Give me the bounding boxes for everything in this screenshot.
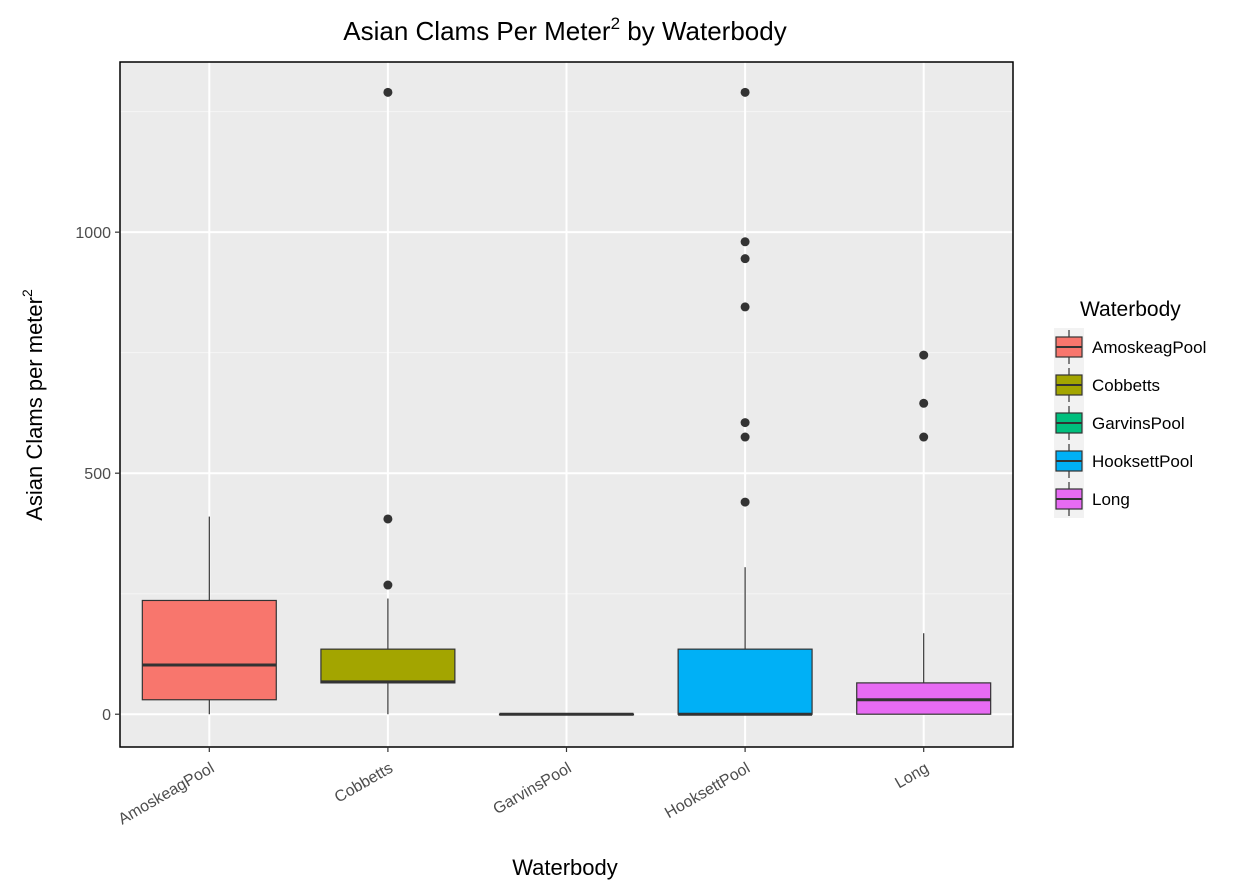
box-cobbetts bbox=[320, 87, 456, 715]
x-tick-label: AmoskeagPool bbox=[116, 760, 218, 829]
outlier-point bbox=[383, 580, 393, 590]
outlier-point bbox=[919, 350, 929, 360]
chart-title: Asian Clams Per Meter2 by Waterbody bbox=[343, 14, 786, 46]
box-body bbox=[320, 648, 456, 684]
y-tick-label: 500 bbox=[84, 466, 111, 483]
chart-title-suffix: by Waterbody bbox=[620, 16, 787, 46]
legend-item-garvinspool: GarvinsPool bbox=[1054, 404, 1185, 442]
box-body bbox=[141, 599, 277, 701]
legend-label: HooksettPool bbox=[1092, 452, 1193, 471]
x-tick-label: GarvinsPool bbox=[491, 760, 575, 818]
y-tick-label: 1000 bbox=[75, 225, 111, 242]
box-long bbox=[856, 350, 992, 715]
outlier-point bbox=[383, 514, 393, 524]
legend-item-hooksettpool: HooksettPool bbox=[1054, 442, 1193, 480]
x-tick-label: Cobbetts bbox=[332, 760, 396, 807]
box-hooksettpool bbox=[677, 87, 813, 716]
outlier-point bbox=[740, 254, 750, 264]
outlier-point bbox=[740, 432, 750, 442]
y-axis-title-superscript: 2 bbox=[19, 289, 35, 297]
legend-item-amoskeagpool: AmoskeagPool bbox=[1054, 328, 1206, 366]
y-axis-title: Asian Clams per meter2 bbox=[19, 289, 47, 521]
outlier-point bbox=[740, 497, 750, 507]
box-amoskeagpool bbox=[141, 516, 277, 715]
legend-label: GarvinsPool bbox=[1092, 414, 1185, 433]
outlier-point bbox=[383, 87, 393, 97]
chart-title-superscript: 2 bbox=[611, 14, 620, 33]
box-layer bbox=[141, 87, 992, 716]
box-garvinspool bbox=[498, 712, 635, 716]
legend-label: Long bbox=[1092, 490, 1130, 509]
outlier-point bbox=[919, 398, 929, 408]
outlier-point bbox=[740, 237, 750, 247]
legend-item-cobbetts: Cobbetts bbox=[1054, 366, 1160, 404]
legend-title: Waterbody bbox=[1080, 298, 1181, 321]
x-tick-label: HooksettPool bbox=[662, 760, 753, 822]
x-axis-title: Waterbody bbox=[512, 855, 618, 880]
outlier-point bbox=[740, 87, 750, 97]
legend-label: Cobbetts bbox=[1092, 376, 1160, 395]
legend-label: AmoskeagPool bbox=[1092, 338, 1206, 357]
legend-item-long: Long bbox=[1054, 480, 1130, 518]
chart-title-main: Asian Clams Per Meter bbox=[343, 16, 611, 46]
y-axis-title-main: Asian Clams per meter bbox=[22, 297, 47, 521]
outlier-point bbox=[919, 432, 929, 442]
outlier-point bbox=[740, 418, 750, 428]
outlier-point bbox=[740, 302, 750, 312]
legend: AmoskeagPool Cobbetts GarvinsPool HooksettP… bbox=[1054, 328, 1206, 518]
x-tick-label: Long bbox=[892, 760, 931, 793]
y-tick-label: 0 bbox=[102, 707, 111, 724]
box-body bbox=[677, 648, 813, 715]
